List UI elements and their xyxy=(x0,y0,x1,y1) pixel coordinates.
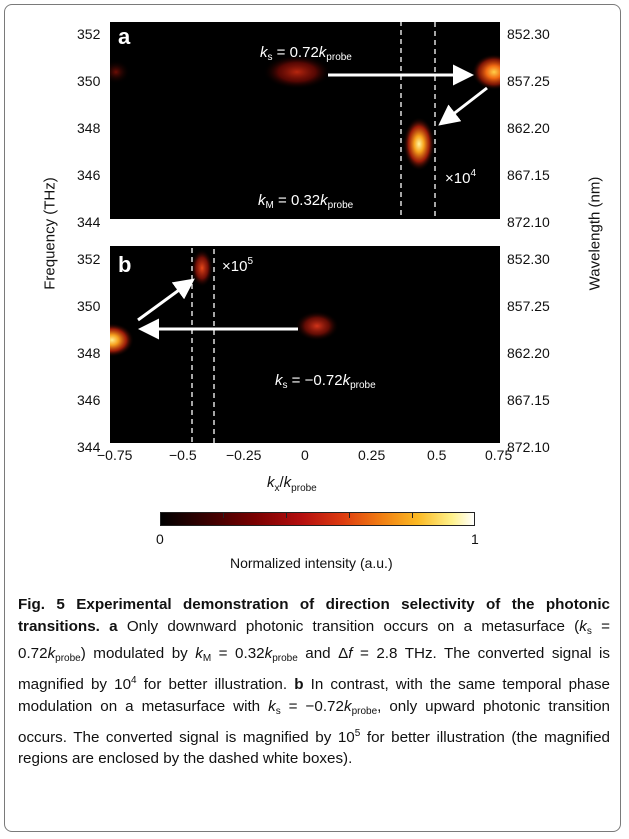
caption-panel-b-label: b xyxy=(294,675,304,693)
magnification-label-a: ×104 xyxy=(445,168,477,187)
y2-tick-label: 852.30 xyxy=(507,26,550,42)
caption-math: k xyxy=(268,697,276,715)
x-tick-label: 0.5 xyxy=(427,447,447,463)
colorbar-title: Normalized intensity (a.u.) xyxy=(230,555,393,571)
signal-spot xyxy=(110,60,130,84)
figure-caption: Fig. 5 Experimental demonstration of dir… xyxy=(18,594,610,770)
y-tick-label: 352 xyxy=(77,26,101,42)
panel-label-a: a xyxy=(118,24,131,49)
colorbar-min-label: 0 xyxy=(156,531,164,547)
caption-math: = −0.72 xyxy=(280,697,344,715)
caption-math: probe xyxy=(351,705,378,717)
x-tick-label: −0.5 xyxy=(169,447,197,463)
caption-text: for better illustration. xyxy=(136,675,288,693)
y-tick-label: 348 xyxy=(77,120,101,136)
x-tick-label: 0.75 xyxy=(485,447,513,463)
y2-tick-label: 872.10 xyxy=(507,439,550,455)
signal-spot xyxy=(295,311,339,341)
caption-math: k xyxy=(264,644,273,662)
y2-tick-label: 862.20 xyxy=(507,120,550,136)
ks-annotation-a: ks = 0.72kprobe xyxy=(260,44,352,63)
y2-tick-label: 857.25 xyxy=(507,298,550,314)
colorbar xyxy=(160,512,475,526)
signal-spot xyxy=(110,323,134,357)
caption-math: = 0.72 xyxy=(18,617,610,662)
colorbar-tick xyxy=(349,513,350,518)
x-tick-label: 0.25 xyxy=(358,447,386,463)
colorbar-tick xyxy=(223,513,224,518)
caption-math: k xyxy=(47,644,56,662)
caption-math: probe xyxy=(55,652,81,664)
transition-arrow xyxy=(438,86,488,126)
y2-tick-label: 852.30 xyxy=(507,251,550,267)
signal-spot xyxy=(263,55,331,89)
y-tick-label: 344 xyxy=(77,439,101,455)
caption-math: 4 xyxy=(131,674,137,686)
magnified-region-box xyxy=(191,246,215,443)
caption-math: probe xyxy=(272,652,298,664)
caption-math: k xyxy=(343,697,352,715)
y-tick-label: 352 xyxy=(77,251,101,267)
heatmap-a-graphic xyxy=(110,22,500,219)
caption-text: In contrast, with the same temporal phas… xyxy=(18,675,610,715)
y2-tick-label: 867.15 xyxy=(507,392,550,408)
y-tick-label: 350 xyxy=(77,73,101,89)
signal-spot xyxy=(191,249,213,287)
caption-math: s xyxy=(275,705,281,717)
x-axis-label: kx/kprobe xyxy=(267,474,317,494)
panel-label-b: b xyxy=(118,252,132,277)
y-tick-label: 350 xyxy=(77,298,101,314)
km-annotation-a: kM = 0.32kprobe xyxy=(258,192,354,211)
y2-tick-label: 862.20 xyxy=(507,345,550,361)
caption-math: f xyxy=(348,644,353,662)
y-tick-label: 346 xyxy=(77,167,101,183)
colorbar-tick xyxy=(412,513,413,518)
y-tick-label: 348 xyxy=(77,345,101,361)
caption-figure-number: Fig. 5 xyxy=(18,596,65,613)
transition-arrow xyxy=(137,278,195,322)
frequency-axis-label: Frequency (THz) xyxy=(41,177,59,290)
caption-math: M xyxy=(202,652,212,664)
x-tick-label: 0 xyxy=(301,447,309,463)
wavelength-axis-label: Wavelength (nm) xyxy=(586,176,604,291)
caption-text: for better illustration (the magnified r… xyxy=(18,728,610,768)
caption-text: and Δ xyxy=(297,644,349,662)
caption-text: Only downward photonic transition occurs… xyxy=(117,617,580,635)
heatmap-panel-a: a ks = 0.72kprobe kM = 0.32kprobe ×104 xyxy=(110,22,500,219)
caption-math: k xyxy=(195,644,203,662)
heatmap-b-graphic xyxy=(110,246,339,443)
y2-tick-label: 857.25 xyxy=(507,73,550,89)
caption-text: , only upward photonic transition occurs… xyxy=(18,697,610,746)
y2-tick-label: 872.10 xyxy=(507,214,550,230)
caption-text: = 2.8 THz. The converted signal is magni… xyxy=(18,644,610,693)
caption-math: 5 xyxy=(354,727,361,739)
colorbar-tick xyxy=(286,513,287,518)
magnified-region-box xyxy=(400,22,436,219)
magnification-label-b: ×105 xyxy=(222,256,254,275)
x-tick-label: −0.75 xyxy=(97,447,133,463)
caption-text: ) modulated by xyxy=(80,644,196,662)
y-tick-label: 344 xyxy=(77,214,101,230)
caption-title: Experimental demonstration of direction … xyxy=(18,596,610,635)
signal-spot xyxy=(472,54,500,90)
y2-tick-label: 867.15 xyxy=(507,167,550,183)
y-tick-label: 346 xyxy=(77,392,101,408)
colorbar-max-label: 1 xyxy=(471,531,479,547)
caption-math: = 0.32 xyxy=(211,644,265,662)
heatmap-panel-b: b ×105 ks = −0.72kprobe xyxy=(110,246,500,443)
signal-spot xyxy=(403,117,435,171)
x-tick-label: −0.25 xyxy=(226,447,262,463)
caption-panel-a-label: a xyxy=(109,617,118,635)
ks-annotation-b: ks = −0.72kprobe xyxy=(275,372,376,391)
caption-math: k xyxy=(579,617,587,635)
caption-math: s xyxy=(586,625,592,637)
